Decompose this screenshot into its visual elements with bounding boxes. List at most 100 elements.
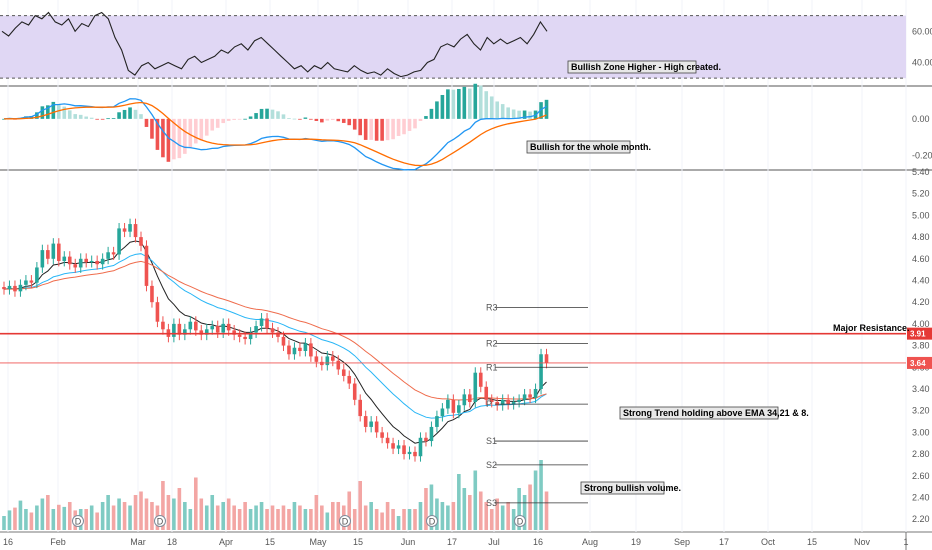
volume-bar [243,502,247,530]
pivot-label: R1 [486,362,498,372]
time-tick-label: Jul [488,537,500,547]
time-tick-label: 1 [903,537,908,547]
volume-bar [468,495,472,530]
resistance-price-text: 3.91 [910,330,926,339]
volume-bar [57,504,61,530]
candle-body [46,250,50,259]
macd-histogram-bar [29,115,34,119]
dividend-marker-label: D [517,517,524,527]
macd-histogram-bar [363,118,368,140]
volume-bar [298,505,302,530]
volume-bar [117,498,121,530]
candle-body [51,243,56,259]
volume-bar [292,502,297,530]
volume-bar [161,481,165,530]
candle-body [522,394,527,400]
volume-bar [287,509,291,530]
volume-bar [429,484,434,530]
volume-bar [177,488,182,530]
candle-body [276,332,280,337]
candle-body [133,224,138,238]
rsi-annotation: Bullish Zone Higher - High created. [571,62,721,72]
volume-bar [259,502,264,530]
macd-histogram-bar [352,118,357,130]
volume-bar [150,502,154,530]
last-price-tag [907,356,932,369]
volume-bar [391,509,395,530]
candle-body [67,256,72,265]
macd-histogram-bar [435,101,439,119]
volume-bar [89,505,94,530]
macd-histogram-bar [172,118,176,160]
macd-histogram-bar [369,118,373,140]
candle-body [457,405,461,413]
candle-body [194,321,198,331]
candle-body [369,421,373,427]
candle-body [270,328,275,333]
time-axis: 16 Feb Mar 18 Apr 15 May 15 Jun 17 Jul 16 Aug 19 Sep 17… [3,537,909,547]
volume-bar [424,488,428,530]
macd-histogram-bar [341,118,346,123]
volume-bar [451,502,456,530]
candle-body [544,354,549,363]
volume-bar [489,509,494,530]
volume-bar [7,510,12,530]
price-tick-label: 2.40 [912,492,930,502]
candle-body [468,394,472,402]
candle-body [363,416,368,427]
macd-histogram-bar [128,107,132,119]
time-tick-label: Jun [401,537,416,547]
candle-body [57,243,61,261]
candle-body [2,286,6,290]
volume-bar [314,495,319,530]
candle-body [298,347,302,351]
macd-histogram-bar [468,88,472,119]
macd-histogram-bar [2,118,6,120]
candle-body [358,399,362,417]
macd-histogram-bar [221,118,225,124]
macd-histogram-bar [139,114,143,119]
volume-bar [528,484,532,530]
candle-body [391,443,395,449]
macd-histogram-bar [457,88,461,119]
volume-bar [210,495,215,530]
volume-bar [139,491,143,530]
macd-histogram-bar [237,118,242,120]
candle-body [413,451,417,457]
macd-histogram-bar [314,118,319,121]
volume-bar [215,505,220,530]
candle-body [188,321,193,330]
volume-bar [331,502,335,530]
macd-histogram-bar [347,118,352,126]
macd-histogram-bar [320,118,324,123]
price-tick-label: 4.20 [912,297,930,307]
volume-bar [188,509,193,530]
time-tick-label: May [309,537,327,547]
macd-histogram-bar [177,118,182,159]
macd-histogram-bar [380,118,384,141]
pivot-label: R3 [486,303,498,313]
macd-histogram-bar [440,94,445,119]
volume-bar [413,509,417,530]
price-panel: R3 R2 R1 P S1 S2 S3 D D D D D [0,218,906,530]
macd-histogram-bar [204,118,209,136]
macd-histogram-bar [215,118,220,128]
macd-histogram-bar [276,111,280,119]
candle-body [385,437,390,444]
rsi-tick-label: 60.00 [912,26,932,36]
volume-bar [369,502,373,530]
candle-body [506,399,510,405]
volume-bar [358,481,362,530]
candle-body [248,332,253,340]
candle-body [478,372,483,387]
candle-body [451,399,456,413]
volume-bar [232,505,236,530]
macd-histogram-bar [73,114,78,119]
time-tick-label: 18 [167,537,177,547]
macd-histogram-bar [111,118,116,119]
candle-body [473,372,478,402]
macd-histogram-bar [155,118,160,150]
macd-histogram-bar [210,118,215,131]
macd-histogram-bar [511,109,516,119]
rsi-annotation-box: Bullish Zone Higher - High created. [567,60,721,74]
